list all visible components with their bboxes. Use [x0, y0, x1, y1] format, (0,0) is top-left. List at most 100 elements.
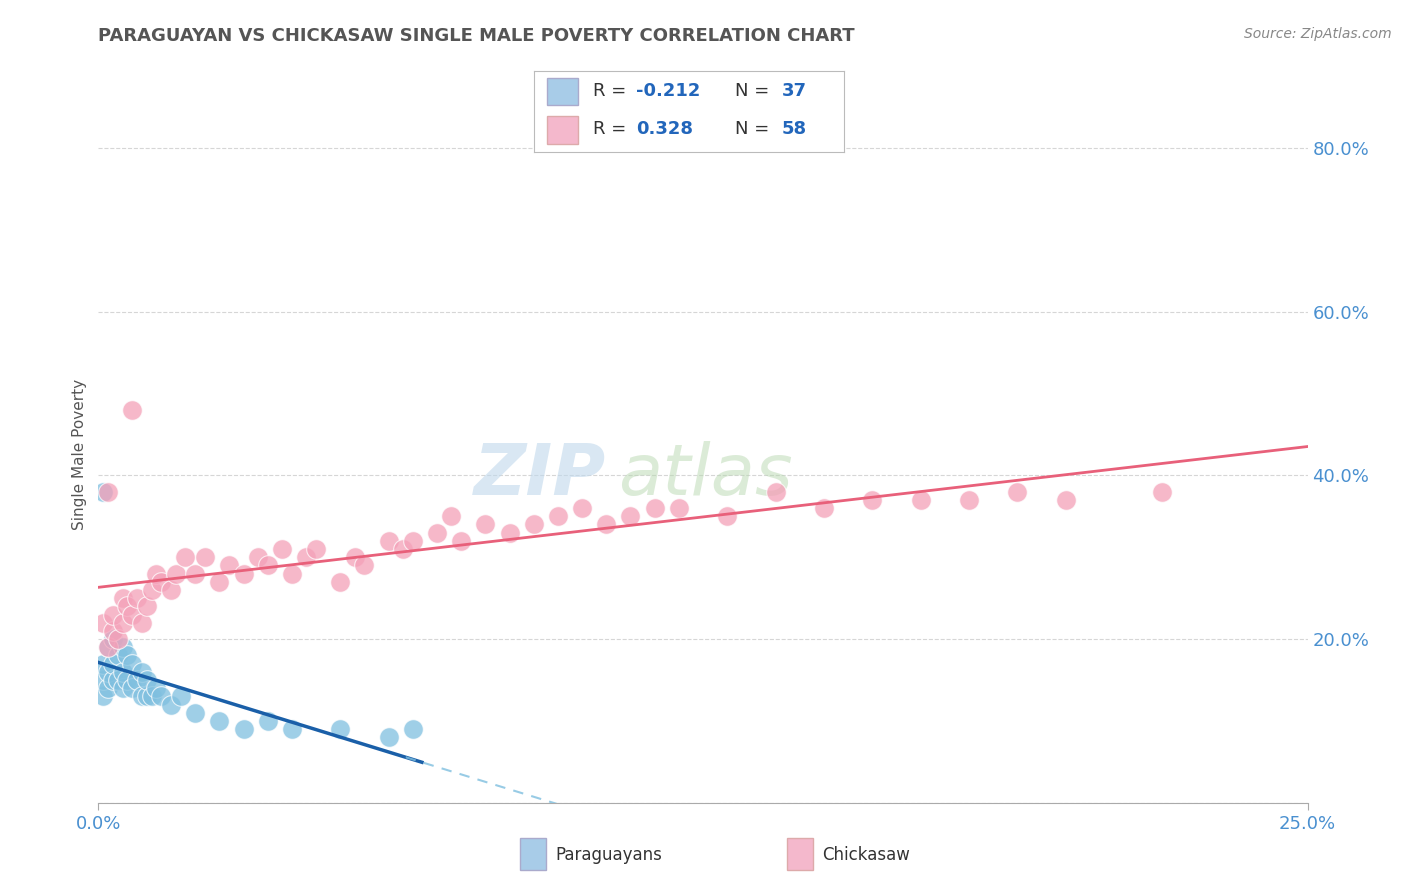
Y-axis label: Single Male Poverty: Single Male Poverty — [72, 379, 87, 531]
Point — [91, 657, 114, 671]
Point — [121, 607, 143, 622]
Point — [107, 648, 129, 663]
Point — [160, 582, 183, 597]
Point — [135, 690, 157, 704]
Text: ZIP: ZIP — [474, 442, 606, 510]
Point — [595, 517, 617, 532]
Point — [121, 403, 143, 417]
Point — [377, 731, 399, 745]
Point — [644, 501, 666, 516]
Point — [160, 698, 183, 712]
Point — [668, 501, 690, 516]
Text: Source: ZipAtlas.com: Source: ZipAtlas.com — [1244, 27, 1392, 41]
Point — [97, 681, 120, 696]
Point — [402, 722, 425, 736]
Point — [910, 492, 932, 507]
Point — [117, 599, 139, 614]
Point — [571, 501, 593, 516]
Point — [184, 706, 207, 720]
Point — [377, 533, 399, 548]
Point — [343, 550, 366, 565]
Point — [208, 714, 231, 728]
Text: Paraguayans: Paraguayans — [555, 846, 662, 863]
Point — [111, 665, 134, 679]
Point — [131, 690, 153, 704]
Point — [305, 542, 328, 557]
Point — [111, 640, 134, 655]
Point — [256, 714, 278, 728]
Point — [131, 615, 153, 630]
Point — [174, 550, 197, 565]
Text: R =: R = — [593, 120, 633, 138]
Point — [1007, 484, 1029, 499]
Point — [91, 673, 114, 687]
Point — [97, 665, 120, 679]
Point — [169, 690, 191, 704]
Point — [150, 690, 173, 704]
Point — [247, 550, 270, 565]
Point — [127, 591, 149, 606]
Point — [232, 722, 254, 736]
Text: PARAGUAYAN VS CHICKASAW SINGLE MALE POVERTY CORRELATION CHART: PARAGUAYAN VS CHICKASAW SINGLE MALE POVE… — [98, 27, 855, 45]
Point — [392, 542, 415, 557]
Point — [271, 542, 294, 557]
Text: 58: 58 — [782, 120, 807, 138]
Text: N =: N = — [735, 82, 775, 101]
Point — [150, 574, 173, 589]
Point — [450, 533, 472, 548]
Point — [474, 517, 496, 532]
Point — [145, 681, 167, 696]
Point — [765, 484, 787, 499]
Point — [426, 525, 449, 540]
Point — [121, 657, 143, 671]
Point — [107, 632, 129, 646]
Point — [117, 673, 139, 687]
Point — [101, 673, 124, 687]
Point — [135, 599, 157, 614]
Point — [184, 566, 207, 581]
Text: 37: 37 — [782, 82, 807, 101]
Point — [97, 484, 120, 499]
Point — [97, 640, 120, 655]
Point — [208, 574, 231, 589]
FancyBboxPatch shape — [547, 116, 578, 144]
Point — [101, 607, 124, 622]
Point — [194, 550, 217, 565]
Point — [91, 690, 114, 704]
Point — [145, 566, 167, 581]
Point — [232, 566, 254, 581]
Point — [281, 722, 304, 736]
Point — [135, 673, 157, 687]
Point — [716, 509, 738, 524]
Point — [91, 615, 114, 630]
Point — [353, 558, 375, 573]
Point — [91, 484, 114, 499]
Text: 0.328: 0.328 — [637, 120, 693, 138]
Point — [402, 533, 425, 548]
FancyBboxPatch shape — [547, 78, 578, 105]
Point — [121, 681, 143, 696]
Text: N =: N = — [735, 120, 775, 138]
Text: atlas: atlas — [619, 442, 793, 510]
Point — [256, 558, 278, 573]
Point — [281, 566, 304, 581]
Point — [141, 582, 163, 597]
Point — [619, 509, 641, 524]
Text: Chickasaw: Chickasaw — [823, 846, 911, 863]
Point — [127, 673, 149, 687]
Point — [860, 492, 883, 507]
Point — [111, 681, 134, 696]
Point — [523, 517, 546, 532]
Text: -0.212: -0.212 — [637, 82, 700, 101]
Point — [101, 624, 124, 638]
Point — [218, 558, 240, 573]
Point — [295, 550, 318, 565]
Point — [101, 632, 124, 646]
Point — [165, 566, 187, 581]
Point — [329, 574, 352, 589]
Point — [117, 648, 139, 663]
Point — [440, 509, 463, 524]
Point — [141, 690, 163, 704]
Point — [813, 501, 835, 516]
Point — [131, 665, 153, 679]
